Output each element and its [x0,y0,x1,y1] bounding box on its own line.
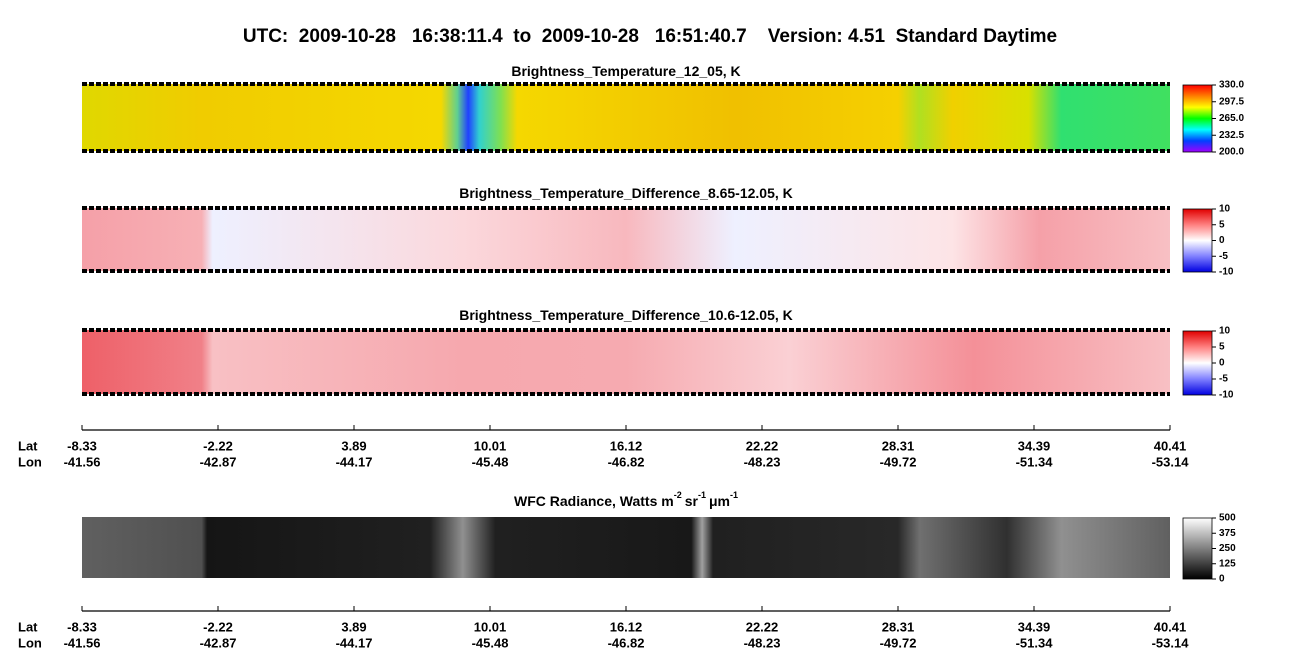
lon-tick-label: -48.23 [744,635,781,650]
colorbar [1182,84,1213,153]
image-strip [82,84,1170,151]
image-strip [82,330,1170,394]
lon-tick-label: -46.82 [608,454,645,469]
lon-tick-label: -51.34 [1016,454,1054,469]
lon-tick-label: -46.82 [608,635,645,650]
lon-label: Lon [18,454,42,469]
panel-title: WFC Radiance, Watts m-2 sr-1 μm-1 [514,490,738,508]
title-part: Brightness_Temperature_Difference_10.6-1… [459,307,793,323]
colorbar-tick-label: 375 [1219,528,1236,539]
lon-tick-label: -41.56 [64,635,101,650]
lat-tick-label: 34.39 [1018,438,1051,453]
title-part: WFC Radiance, Watts m [514,493,674,509]
title-part: μm [709,493,730,509]
colorbar-tick-label: 10 [1219,204,1231,215]
colorbar-tick-label: 10 [1219,326,1231,337]
colorbar-tick-label: 330.0 [1219,80,1244,91]
lon-tick-label: -42.87 [200,635,237,650]
lat-tick-label: -2.22 [203,438,233,453]
colorbar-tick-label: 200.0 [1219,147,1244,158]
colorbar-tick-label: 500 [1219,513,1236,524]
panel-title: Brightness_Temperature_Difference_8.65-1… [459,185,793,201]
colorbar-tick-label: 297.5 [1219,96,1244,107]
lat-tick-label: 34.39 [1018,619,1051,634]
lat-tick-label: -8.33 [67,619,97,634]
colorbar-tick-label: 265.0 [1219,113,1244,124]
colorbar-tick-label: -5 [1219,374,1228,385]
colorbar-tick-label: 5 [1219,219,1225,230]
lon-tick-label: -49.72 [880,454,917,469]
lat-label: Lat [18,619,38,634]
title-part: sr [685,493,699,509]
lon-tick-label: -45.48 [472,635,509,650]
lon-tick-label: -51.34 [1016,635,1054,650]
image-strip [82,517,1170,578]
lat-tick-label: -8.33 [67,438,97,453]
lat-label: Lat [18,438,38,453]
lat-tick-label: 28.31 [882,619,915,634]
lon-tick-label: -41.56 [64,454,101,469]
lat-tick-label: 22.22 [746,438,779,453]
panel-title: Brightness_Temperature_Difference_10.6-1… [459,307,793,323]
lat-tick-label: 16.12 [610,619,643,634]
title-part: Brightness_Temperature_12_05, K [511,63,740,79]
colorbar-tick-label: 232.5 [1219,130,1244,141]
lon-label: Lon [18,635,42,650]
lat-tick-label: 3.89 [341,438,366,453]
colorbar [1182,517,1213,580]
lon-tick-label: -53.14 [1152,454,1190,469]
lon-tick-label: -44.17 [336,454,373,469]
superscript: -2 [674,490,682,500]
lat-tick-label: 40.41 [1154,619,1187,634]
panel-title: Brightness_Temperature_12_05, K [511,63,740,79]
colorbar-tick-label: 0 [1219,235,1225,246]
colorbar-tick-label: 125 [1219,558,1236,569]
colorbar-tick-label: 0 [1219,574,1225,585]
colorbar-tick-label: -10 [1219,390,1234,401]
colorbar-tick-label: 5 [1219,342,1225,353]
lat-tick-label: 3.89 [341,619,366,634]
lon-tick-label: -45.48 [472,454,509,469]
lat-tick-label: 22.22 [746,619,779,634]
page-title: UTC: 2009-10-28 16:38:11.4 to 2009-10-28… [243,26,1057,47]
lon-tick-label: -48.23 [744,454,781,469]
lat-tick-label: -2.22 [203,619,233,634]
lat-tick-label: 40.41 [1154,438,1187,453]
lon-tick-label: -49.72 [880,635,917,650]
colorbar-tick-label: 250 [1219,543,1236,554]
colorbar [1182,330,1213,396]
lon-tick-label: -42.87 [200,454,237,469]
colorbar-tick-label: -5 [1219,251,1228,262]
colorbar-tick-label: -10 [1219,267,1234,278]
colorbar [1182,208,1213,273]
lat-tick-label: 16.12 [610,438,643,453]
lat-tick-label: 28.31 [882,438,915,453]
title-part: Brightness_Temperature_Difference_8.65-1… [459,185,793,201]
lon-tick-label: -53.14 [1152,635,1190,650]
superscript: -1 [730,490,738,500]
lat-tick-label: 10.01 [474,438,507,453]
lat-tick-label: 10.01 [474,619,507,634]
lon-tick-label: -44.17 [336,635,373,650]
superscript: -1 [698,490,706,500]
image-strip [82,208,1170,271]
colorbar-tick-label: 0 [1219,358,1225,369]
